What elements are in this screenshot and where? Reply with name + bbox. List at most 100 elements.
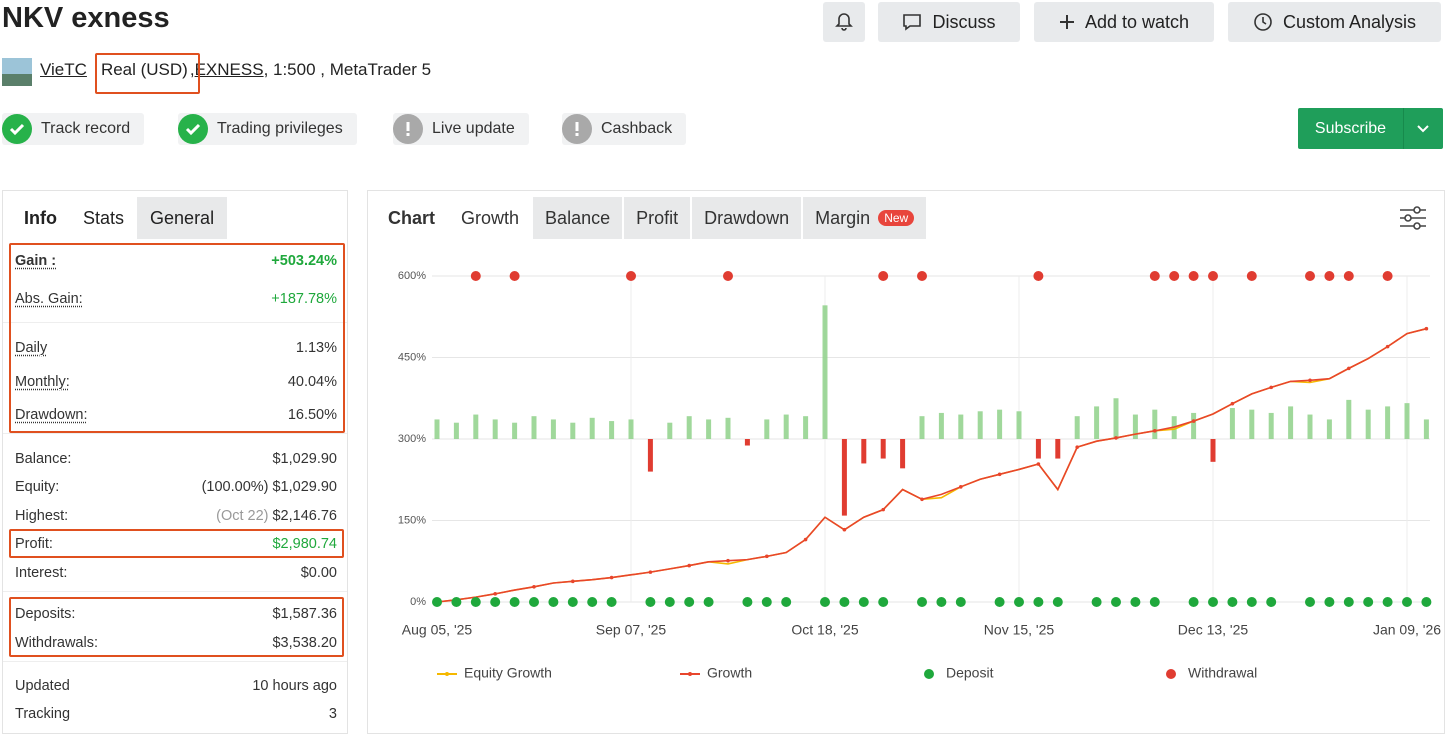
event-dot	[936, 597, 947, 607]
chart-tab[interactable]: Drawdown	[692, 197, 802, 239]
event-dot	[1208, 271, 1218, 281]
chart-tab[interactable]: Profit	[624, 197, 691, 239]
stat-value: $0.00	[300, 565, 337, 581]
legend-label: Withdrawal	[1188, 665, 1257, 681]
event-dot	[509, 271, 520, 281]
event-dot	[1402, 597, 1412, 607]
profit-bar	[1268, 412, 1274, 439]
profit-bar	[1132, 414, 1138, 439]
event-dot	[1188, 597, 1199, 607]
badge-label: Track record	[41, 120, 131, 137]
chart-tab[interactable]: Growth	[449, 197, 531, 239]
profit-bar	[764, 419, 770, 439]
growth-point	[1114, 436, 1118, 440]
discuss-button[interactable]: Discuss	[878, 2, 1020, 42]
event-dot	[1052, 597, 1063, 607]
profit-bar	[1365, 409, 1371, 439]
event-dot	[1343, 597, 1354, 607]
profit-bar	[589, 417, 595, 439]
growth-point	[920, 497, 924, 502]
stat-label: Daily	[15, 340, 48, 356]
tab-label: Chart	[388, 207, 436, 228]
legend-dot	[924, 669, 934, 679]
stats-tab[interactable]: Stats	[83, 207, 125, 228]
profit-bar	[686, 416, 692, 439]
analysis-button[interactable]: Custom Analysis	[1228, 2, 1441, 42]
growth-point	[803, 537, 808, 542]
profit-bar	[492, 419, 498, 439]
stat-row: Tracking 3	[15, 702, 337, 726]
highlight-box	[9, 243, 345, 433]
profit-bar	[1229, 408, 1235, 439]
badge: Track record	[2, 113, 145, 145]
event-dot	[1014, 597, 1024, 607]
stats-tabs: Info Stats General	[11, 197, 228, 239]
chart-tab[interactable]: Balance	[533, 197, 623, 239]
stat-value: $2,146.76	[272, 508, 337, 524]
growth-point	[532, 584, 536, 589]
y-tick-label: 450%	[398, 351, 426, 363]
event-dot	[587, 597, 598, 607]
profit-bar	[1249, 409, 1255, 439]
stat-value: 3	[328, 706, 337, 722]
event-dot	[1111, 597, 1121, 607]
new-badge: New	[878, 210, 915, 226]
stat-value: $2,980.74	[272, 536, 337, 552]
profit-bar	[1016, 411, 1022, 439]
event-dot	[820, 597, 830, 607]
profit-bar	[1423, 419, 1429, 439]
event-dot	[917, 597, 927, 607]
page-title: NKV exness	[2, 2, 170, 34]
highlight-box	[9, 597, 344, 657]
stat-label: Withdrawals:	[15, 635, 98, 651]
legend-dot	[1166, 669, 1176, 679]
legend-label: Deposit	[946, 665, 994, 681]
profit-bar	[1307, 414, 1313, 439]
stat-value: 1.13%	[295, 340, 337, 356]
growth-point	[726, 558, 730, 563]
growth-point	[1230, 401, 1235, 406]
profit-bar	[744, 439, 750, 446]
profit-bar	[1055, 439, 1061, 459]
profit-bar	[725, 417, 731, 439]
chart-tab: Chart	[376, 197, 447, 239]
subscribe-button[interactable]: Subscribe	[1298, 108, 1443, 149]
stat-note: (Oct 22)	[216, 508, 269, 524]
event-dot	[664, 597, 675, 607]
profit-bar	[958, 414, 964, 439]
event-dot	[684, 597, 695, 607]
x-tick-label: Oct 18, '25	[791, 622, 858, 638]
stats-tab[interactable]: General	[137, 197, 228, 239]
growth-point	[842, 527, 847, 532]
legend-label: Growth	[707, 665, 752, 681]
stat-label: Abs. Gain:	[15, 291, 83, 307]
profit-bar	[531, 416, 537, 439]
event-dot	[1169, 271, 1180, 281]
legend-label: Equity Growth	[464, 665, 552, 681]
profit-bar	[861, 439, 867, 464]
event-dot	[606, 597, 617, 607]
event-dot	[645, 597, 656, 607]
bell-icon	[835, 13, 853, 31]
stat-row: Deposits: $1,587.36	[15, 602, 337, 626]
chart-panel: Chart Growth Balance Profit Drawdown Margin Ne…	[367, 190, 1445, 734]
stat-label: Updated	[15, 678, 70, 694]
growth-point	[609, 575, 614, 580]
profit-bar	[453, 422, 459, 439]
profit-bar	[1094, 406, 1100, 439]
user-link[interactable]: VieTC	[40, 60, 87, 79]
event-dot	[567, 597, 578, 607]
broker-link[interactable]: EXNESS	[194, 60, 264, 79]
y-tick-label: 150%	[398, 514, 426, 526]
stat-label: Equity:	[15, 479, 60, 495]
watch-button[interactable]: Add to watch	[1034, 2, 1214, 42]
stats-tab[interactable]: Info	[24, 207, 57, 228]
stat-row: Highest: (Oct 22) $2,146.76	[15, 504, 337, 528]
stat-value: 40.04%	[287, 374, 337, 390]
chart-tab[interactable]: Margin New	[803, 197, 927, 239]
notify-button[interactable]	[823, 2, 865, 42]
settings-icon[interactable]	[1398, 205, 1428, 231]
event-dot	[1033, 271, 1044, 281]
stat-row: Drawdown: 16.50%	[15, 403, 337, 427]
